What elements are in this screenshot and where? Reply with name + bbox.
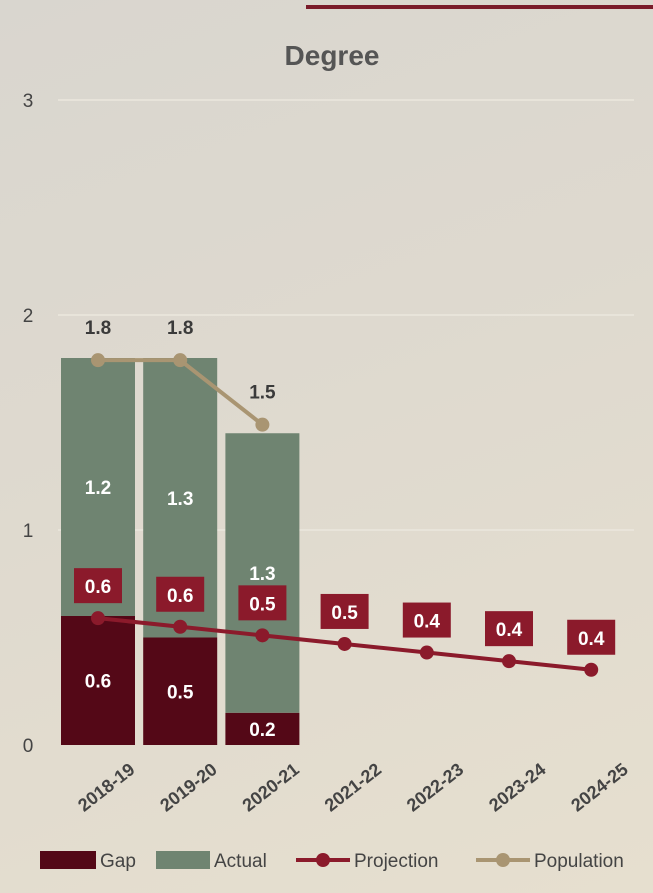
y-axis-ticks: 0 1 2 3: [23, 91, 34, 757]
projection-label-box: [156, 576, 205, 612]
data-label-projection: 0.4: [578, 629, 605, 650]
legend-label: Gap: [100, 851, 136, 872]
legend-label: Population: [534, 851, 624, 872]
accent-rule: [306, 5, 653, 9]
legend-label: Actual: [214, 851, 267, 872]
projection-label-box: [402, 602, 451, 638]
x-tick-label: 2022-23: [403, 759, 467, 815]
legend-marker-projection: [316, 853, 330, 867]
legend-item-gap[interactable]: Gap: [40, 851, 136, 872]
projection-point: [337, 636, 352, 651]
projection-label-box: [320, 593, 369, 629]
population-point: [255, 417, 270, 432]
bar-gap-2020-21: [225, 712, 300, 745]
y-tick-label: 2: [23, 306, 34, 327]
y-tick-label: 3: [23, 91, 34, 112]
x-tick-label: 2024-25: [567, 759, 631, 815]
y-tick-label: 0: [23, 736, 34, 757]
data-label-actual: 1.3: [249, 564, 275, 585]
data-label-projection: 0.4: [414, 612, 441, 633]
population-point: [173, 353, 188, 368]
data-label-gap: 0.5: [167, 682, 194, 703]
data-label-projection: 0.5: [331, 603, 358, 624]
x-tick-label: 2020-21: [239, 759, 303, 815]
y-tick-label: 1: [23, 521, 34, 542]
x-tick-label: 2023-24: [485, 759, 549, 815]
bars: [61, 358, 300, 745]
data-label-projection: 0.6: [167, 586, 193, 607]
legend-swatch-gap: [40, 851, 96, 869]
data-label-population: 1.5: [249, 383, 276, 404]
projection-point: [419, 645, 434, 660]
x-tick-label: 2018-19: [74, 759, 138, 815]
projection-point: [173, 619, 188, 634]
data-labels: 0.6 1.2 0.5 1.3 0.2 1.3 1.8 1.8 1.5 0.6 0.6 0.5 0.5 0…: [74, 318, 616, 741]
data-label-population: 1.8: [85, 318, 111, 339]
x-axis-ticks: 2018-19 2019-20 2020-21 2021-22 2022-23 2023-…: [74, 759, 632, 815]
legend-item-population[interactable]: Population: [476, 851, 624, 872]
bar-gap-2018-19: [61, 616, 135, 745]
legend-item-projection[interactable]: Projection: [296, 851, 439, 872]
legend-marker-population: [496, 853, 510, 867]
bar-actual-2020-21: [225, 433, 300, 713]
data-label-actual: 1.3: [167, 489, 193, 510]
bar-gap-2019-20: [143, 637, 218, 745]
projection-point: [255, 628, 270, 643]
projection-point: [584, 662, 599, 677]
projection-label-box: [238, 585, 287, 621]
legend[interactable]: Gap Actual Projection Population: [40, 851, 624, 872]
data-label-projection: 0.5: [249, 594, 276, 615]
legend-item-actual[interactable]: Actual: [156, 851, 267, 872]
legend-swatch-actual: [156, 851, 210, 869]
data-label-gap: 0.6: [85, 672, 111, 693]
data-label-projection: 0.4: [496, 620, 523, 641]
data-label-projection: 0.6: [85, 577, 111, 598]
projection-label-box: [74, 568, 122, 604]
projection-label-box: [567, 619, 616, 655]
projection-point: [502, 654, 516, 669]
data-label-gap: 0.2: [249, 720, 275, 741]
data-label-population: 1.8: [167, 318, 193, 339]
projection-label-box: [485, 611, 533, 647]
lines: [91, 353, 599, 677]
x-tick-label: 2021-22: [321, 759, 385, 815]
projection-point: [91, 611, 105, 626]
x-tick-label: 2019-20: [156, 759, 220, 815]
legend-label: Projection: [354, 851, 439, 872]
population-point: [91, 353, 105, 368]
data-label-actual: 1.2: [85, 478, 111, 499]
chart-title: Degree: [285, 40, 380, 71]
